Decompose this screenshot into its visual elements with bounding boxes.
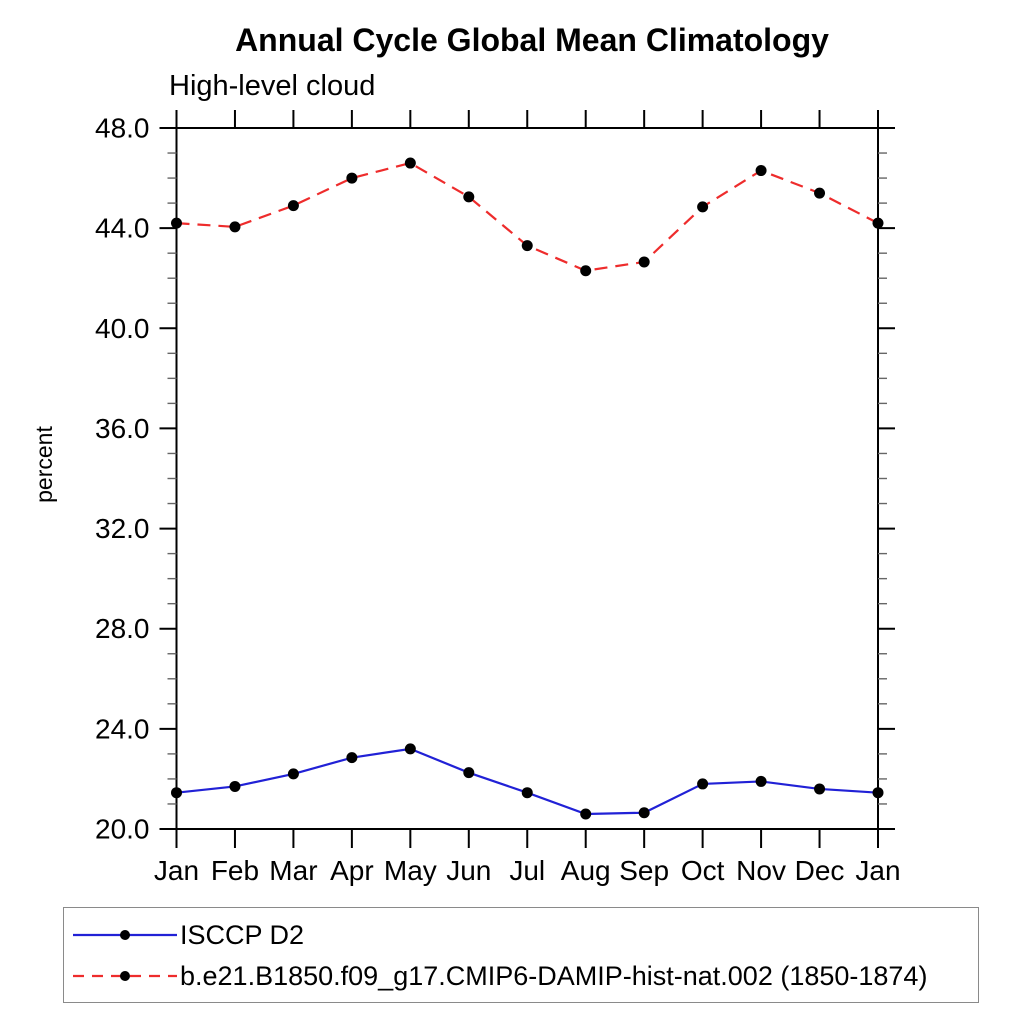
chart-subtitle: High-level cloud (169, 70, 376, 102)
svg-text:Jul: Jul (509, 855, 545, 886)
y-axis-labels: 20.0 24.0 28.0 32.0 36.0 40.0 44.0 48.0 (95, 113, 150, 845)
data-point (404, 157, 416, 169)
data-point (404, 743, 416, 755)
data-point (755, 165, 767, 177)
chart-svg: 20.0 24.0 28.0 32.0 36.0 40.0 44.0 48.0 Jan Feb Ma… (31, 110, 901, 886)
data-point (638, 256, 650, 268)
data-point (287, 768, 299, 780)
svg-text:Feb: Feb (211, 855, 259, 886)
y-axis-title: percent (31, 426, 57, 503)
svg-text:Jun: Jun (446, 855, 491, 886)
svg-text:32.0: 32.0 (95, 513, 150, 544)
data-point (638, 807, 650, 819)
svg-text:May: May (384, 855, 437, 886)
svg-text:Jan: Jan (154, 855, 199, 886)
svg-text:Oct: Oct (681, 855, 725, 886)
data-point (697, 778, 709, 790)
data-point (346, 172, 358, 184)
data-point (521, 240, 533, 252)
svg-text:Nov: Nov (736, 855, 786, 886)
series-markers-0 (171, 743, 884, 820)
legend-label: ISCCP D2 (180, 919, 305, 950)
legend: ISCCP D2 b.e21.B1850.f09_g17.CMIP6-DAMIP… (63, 907, 979, 1003)
svg-text:Dec: Dec (795, 855, 845, 886)
svg-text:Sep: Sep (619, 855, 669, 886)
data-point (697, 201, 709, 213)
y-axis-ticks (159, 127, 895, 830)
svg-text:28.0: 28.0 (95, 613, 150, 644)
data-point (229, 780, 241, 792)
data-point (171, 787, 182, 799)
legend-line-sample-dashed (73, 970, 177, 981)
series-line-0 (176, 747, 879, 816)
svg-text:Jan: Jan (855, 855, 900, 886)
data-point (814, 187, 826, 199)
svg-text:48.0: 48.0 (95, 113, 150, 144)
data-point (171, 217, 182, 229)
data-point (521, 787, 533, 799)
chart-title: Annual Cycle Global Mean Climatology (235, 22, 829, 58)
data-point (580, 265, 592, 277)
legend-label: b.e21.B1850.f09_g17.CMIP6-DAMIP-hist-nat… (180, 960, 928, 991)
series-line-1 (176, 161, 879, 272)
plot-frame (175, 127, 879, 830)
svg-text:Mar: Mar (269, 855, 317, 886)
series-markers-1 (171, 157, 884, 277)
svg-text:36.0: 36.0 (95, 413, 150, 444)
legend-item-isccp: ISCCP D2 (73, 918, 978, 952)
legend-item-model: b.e21.B1850.f09_g17.CMIP6-DAMIP-hist-nat… (73, 959, 978, 993)
data-point (463, 191, 475, 203)
svg-text:Aug: Aug (561, 855, 611, 886)
svg-text:24.0: 24.0 (95, 713, 150, 744)
data-point (463, 767, 475, 779)
svg-text:44.0: 44.0 (95, 213, 150, 244)
x-axis-labels: Jan Feb Mar Apr May Jun Jul Aug Sep Oct Nov Dec Jan (154, 855, 901, 886)
data-point (814, 783, 826, 795)
legend-line-sample-solid (73, 929, 177, 940)
data-point (755, 775, 767, 787)
data-point (287, 200, 299, 212)
data-point (229, 221, 241, 233)
x-axis-ticks (175, 110, 879, 848)
data-point (580, 808, 592, 820)
svg-text:40.0: 40.0 (95, 313, 150, 344)
data-point (872, 217, 884, 229)
data-point (346, 752, 358, 764)
data-point (872, 787, 884, 799)
svg-text:20.0: 20.0 (95, 814, 150, 845)
svg-text:Apr: Apr (330, 855, 374, 886)
